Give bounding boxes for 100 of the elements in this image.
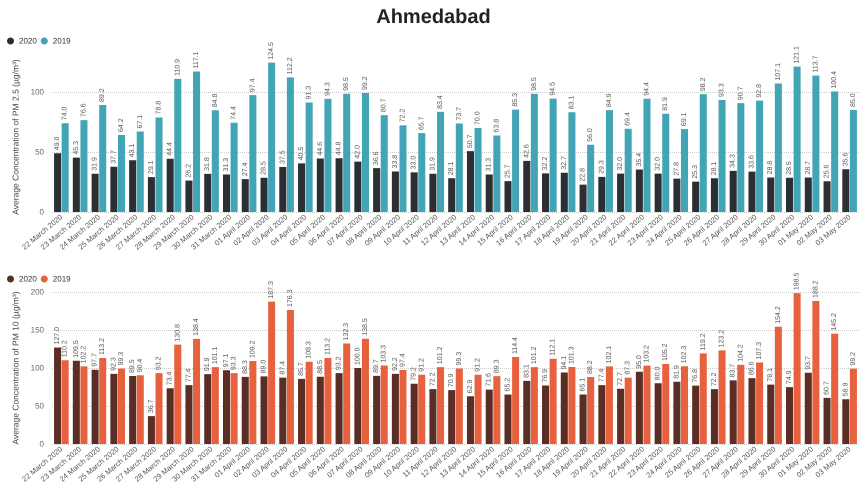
bar xyxy=(362,338,369,444)
bar xyxy=(530,94,538,212)
bar xyxy=(767,177,774,212)
bar xyxy=(286,310,294,444)
bar xyxy=(730,380,737,444)
y-axis-title: Average Concentration of PM 2.5 (µg/m³) xyxy=(10,59,20,215)
bar xyxy=(774,326,782,444)
bar xyxy=(606,110,613,212)
y-tick-label: 0 xyxy=(40,440,45,448)
bar xyxy=(354,368,362,444)
bar xyxy=(493,135,500,212)
bar xyxy=(756,362,764,444)
bar xyxy=(99,104,106,212)
bar xyxy=(136,375,144,444)
bar xyxy=(343,343,350,444)
bar xyxy=(230,373,238,444)
bar xyxy=(129,160,136,212)
bar xyxy=(156,117,163,212)
bar xyxy=(354,162,362,212)
bar xyxy=(568,112,576,212)
bar xyxy=(624,128,632,212)
y-tick-label: 50 xyxy=(35,402,45,410)
bar xyxy=(80,366,88,444)
bar xyxy=(692,182,700,212)
bar xyxy=(418,374,426,444)
bar xyxy=(737,364,744,444)
bar xyxy=(824,181,831,212)
bar xyxy=(662,114,670,212)
bar xyxy=(268,62,276,212)
bar xyxy=(380,115,388,212)
bar xyxy=(617,388,624,444)
bar xyxy=(700,353,707,444)
bar xyxy=(662,364,670,444)
bar xyxy=(260,376,268,444)
bar xyxy=(700,94,707,212)
bar xyxy=(343,94,350,212)
bar xyxy=(72,360,80,444)
y-tick-label: 150 xyxy=(30,326,45,334)
bar xyxy=(643,366,650,444)
bar xyxy=(748,172,756,212)
bar xyxy=(185,180,192,212)
bar xyxy=(673,178,680,212)
bar xyxy=(504,181,512,212)
bar xyxy=(306,102,313,212)
bar xyxy=(606,366,613,444)
bar xyxy=(512,110,520,212)
y-tick-label: 100 xyxy=(30,88,45,96)
bar xyxy=(456,124,463,212)
bar xyxy=(580,394,587,444)
bar xyxy=(279,167,286,212)
bar xyxy=(466,396,474,444)
bar xyxy=(710,178,718,212)
bar xyxy=(54,347,62,444)
bar xyxy=(794,66,801,212)
bar xyxy=(437,112,444,212)
bar xyxy=(486,390,493,444)
bar xyxy=(392,374,399,444)
bar xyxy=(617,174,624,212)
bar xyxy=(174,344,182,444)
bar xyxy=(62,123,69,212)
bar xyxy=(129,376,136,444)
bar xyxy=(242,376,249,444)
bar xyxy=(680,366,688,444)
bar xyxy=(504,394,512,444)
y-tick-label: 50 xyxy=(35,148,45,156)
bar xyxy=(80,120,88,212)
y-tick-label: 0 xyxy=(40,208,45,216)
bar xyxy=(212,367,219,444)
bar xyxy=(110,374,118,444)
bar xyxy=(193,71,200,212)
bar xyxy=(174,78,182,212)
bar xyxy=(542,386,550,444)
bar xyxy=(718,350,726,444)
bar xyxy=(448,178,456,212)
bar xyxy=(373,168,380,212)
bar xyxy=(392,171,399,212)
y-axis-title: Average Concentration of PM 10 (µg/m³) xyxy=(10,291,20,445)
legend-label: 2019 xyxy=(52,274,72,284)
bar xyxy=(222,370,230,444)
bar xyxy=(812,76,820,212)
bar xyxy=(204,374,212,444)
bar xyxy=(279,378,286,444)
bar xyxy=(54,153,62,212)
bar xyxy=(587,144,594,212)
bar xyxy=(193,338,200,444)
bar xyxy=(718,100,726,212)
bar xyxy=(448,390,456,444)
bar xyxy=(812,300,820,444)
bar xyxy=(204,174,212,212)
bar xyxy=(580,184,587,212)
bar xyxy=(118,368,126,444)
bar xyxy=(373,376,380,444)
bar xyxy=(429,389,436,444)
bar xyxy=(399,370,407,444)
bar xyxy=(324,358,332,444)
legend-label: 2020 xyxy=(19,274,38,284)
bar xyxy=(316,376,324,444)
bar xyxy=(636,372,643,444)
bar xyxy=(842,169,850,212)
bar xyxy=(654,174,662,212)
